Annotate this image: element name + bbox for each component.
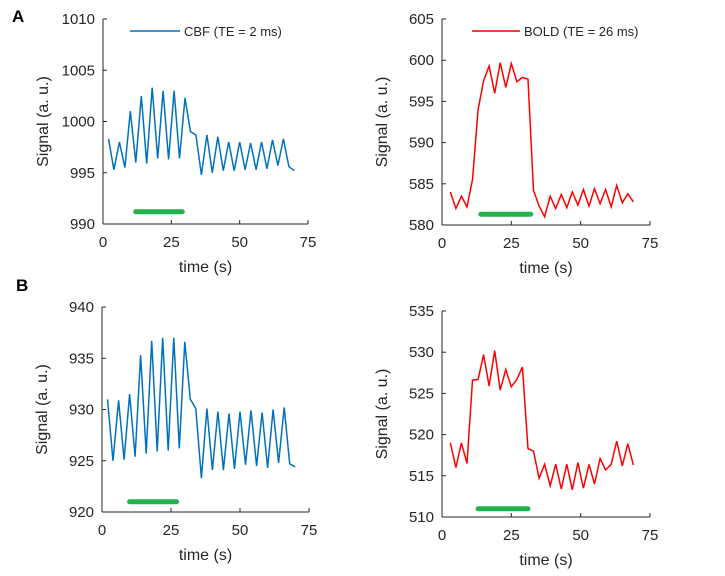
y-tick-label: 990	[70, 216, 95, 233]
x-tick-label: 0	[438, 527, 446, 544]
x-tick-label: 50	[231, 234, 248, 251]
panel-label-a: A	[12, 7, 24, 26]
x-tick-label: 75	[642, 235, 659, 252]
panel-label-b: B	[16, 276, 28, 295]
y-tick-label: 920	[69, 504, 94, 521]
series-line-bold	[449, 350, 635, 490]
legend-label: CBF (TE = 2 ms)	[184, 24, 282, 39]
y-tick-label: 510	[409, 509, 434, 526]
x-tick-label: 75	[642, 527, 659, 544]
chart-1: 990 995 1000 1005 1010 0 25 50 75 time (s) Signal …	[35, 11, 316, 276]
x-axis-label: time (s)	[519, 552, 572, 569]
x-tick-label: 25	[503, 527, 520, 544]
x-tick-label: 50	[572, 527, 589, 544]
x-tick-label: 0	[438, 235, 446, 252]
y-tick-label: 605	[409, 11, 434, 28]
x-tick-label: 25	[503, 235, 520, 252]
y-tick-label: 930	[69, 402, 94, 419]
x-tick-label: 75	[301, 522, 318, 539]
y-tick-label: 940	[69, 299, 94, 316]
y-tick-label: 995	[70, 165, 95, 182]
y-tick-label: 935	[69, 350, 94, 367]
series-line-cbf	[107, 87, 295, 175]
chart-3: 920 925 930 935 940 0 25 50 75 time (s) Signal (a.…	[34, 299, 317, 564]
y-tick-label: 520	[409, 427, 434, 444]
y-tick-label: 600	[409, 52, 434, 69]
y-tick-label: 530	[409, 344, 434, 361]
x-axis-label: time (s)	[179, 547, 232, 564]
x-tick-label: 75	[300, 234, 317, 251]
x-axis-label: time (s)	[519, 260, 572, 277]
y-axis-label: Signal (a. u.)	[34, 364, 51, 455]
y-tick-label: 1010	[62, 11, 95, 28]
y-axis-label: Signal (a. u.)	[35, 76, 52, 167]
y-tick-label: 580	[409, 217, 434, 234]
y-tick-label: 1005	[62, 62, 95, 79]
series-line-cbf	[106, 337, 296, 479]
x-tick-label: 25	[163, 234, 180, 251]
series-line-bold	[449, 60, 635, 219]
y-tick-label: 525	[409, 385, 434, 402]
x-tick-label: 25	[163, 522, 180, 539]
y-tick-label: 535	[409, 303, 434, 320]
y-tick-label: 595	[409, 93, 434, 110]
x-tick-label: 0	[98, 522, 106, 539]
y-axis-label: Signal (a. u.)	[374, 369, 391, 460]
x-tick-label: 50	[572, 235, 589, 252]
y-axis-label: Signal (a. u.)	[374, 77, 391, 168]
y-tick-label: 515	[409, 468, 434, 485]
y-tick-label: 925	[69, 453, 94, 470]
chart-2: 580 585 590 595 600 605 0 25 50 75 time (s) Signal …	[374, 11, 658, 277]
chart-4: 510 515 520 525 530 535 0 25 50 75 time (s) Signal …	[374, 303, 658, 569]
legend-label: BOLD (TE = 26 ms)	[524, 24, 639, 39]
y-tick-label: 585	[409, 176, 434, 193]
y-tick-label: 1000	[62, 114, 95, 131]
x-axis-label: time (s)	[179, 259, 232, 276]
charts-container: 990 995 1000 1005 1010 0 25 50 75 time (s) Signal …	[34, 11, 658, 569]
x-tick-label: 50	[232, 522, 249, 539]
y-tick-label: 590	[409, 135, 434, 152]
x-tick-label: 0	[99, 234, 107, 251]
